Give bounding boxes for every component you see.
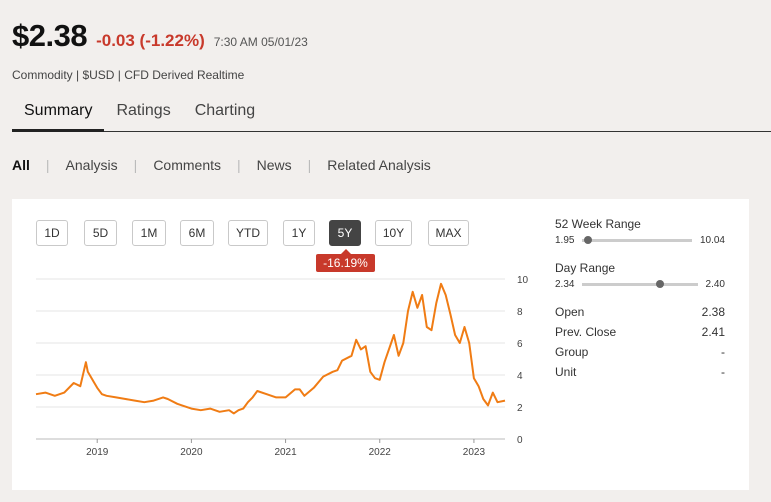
range-max-button[interactable]: MAX [428, 220, 469, 246]
week52-high: 10.04 [699, 234, 725, 246]
y-tick-label: 4 [517, 371, 523, 382]
stat-row-unit: Unit - [555, 362, 725, 382]
last-price: $2.38 [12, 18, 88, 53]
week52-marker [583, 235, 592, 244]
y-tick-label: 8 [517, 307, 523, 318]
sub-navigation: All | Analysis | Comments | News | Relat… [12, 157, 431, 173]
day-track [582, 279, 698, 288]
week52-range-bar: 1.95 10.04 [555, 234, 725, 246]
stat-value: - [721, 345, 725, 359]
day-range-bar: 2.34 2.40 [555, 278, 725, 290]
day-low: 2.34 [555, 278, 575, 290]
chart-card: 1D 5D 1M 6M YTD 1Y 5Y 10Y MAX -16.19% 0 2… [12, 199, 749, 490]
range-1d-button[interactable]: 1D [36, 220, 68, 246]
range-5y-button[interactable]: 5Y [329, 220, 361, 246]
stat-label: Prev. Close [555, 325, 617, 339]
day-range-title: Day Range [555, 261, 616, 275]
subnav-analysis[interactable]: Analysis [65, 157, 118, 173]
y-tick-label: 10 [517, 275, 529, 286]
subnav-divider: | [133, 157, 138, 173]
tab-charting[interactable]: Charting [194, 102, 256, 119]
subnav-news[interactable]: News [256, 157, 292, 173]
range-6m-button[interactable]: 6M [180, 220, 214, 246]
x-tick-label: 2021 [274, 447, 297, 458]
instrument-meta: Commodity | $USD | CFD Derived Realtime [12, 68, 245, 82]
week52-track [582, 235, 692, 244]
stat-row-open: Open 2.38 [555, 302, 725, 322]
week52-range-title: 52 Week Range [555, 217, 641, 231]
range-1m-button[interactable]: 1M [132, 220, 166, 246]
stats-panel: 52 Week Range 1.95 10.04 Day Range 2.34 … [555, 217, 725, 382]
range-5d-button[interactable]: 5D [84, 220, 117, 246]
subnav-related-analysis[interactable]: Related Analysis [327, 157, 431, 173]
range-10y-button[interactable]: 10Y [375, 220, 412, 246]
week52-low: 1.95 [555, 234, 575, 246]
price-chart: 0 2 4 6 8 10 2019 2020 2021 2022 2023 [35, 275, 529, 458]
day-high: 2.40 [705, 278, 725, 290]
range-ytd-button[interactable]: YTD [228, 220, 268, 246]
stat-value: 2.38 [701, 305, 725, 319]
y-tick-label: 2 [517, 403, 523, 414]
subnav-divider: | [307, 157, 312, 173]
main-tabs: Summary Ratings Charting [12, 98, 771, 132]
tab-summary[interactable]: Summary [12, 98, 105, 132]
price-series-line [35, 282, 506, 415]
stat-label: Open [555, 305, 585, 319]
subnav-divider: | [45, 157, 50, 173]
price-row: $2.38 -0.03 (-1.22%) 7:30 AM 05/01/23 [12, 18, 308, 54]
stat-value: - [721, 365, 725, 379]
y-tick-label: 0 [517, 435, 523, 446]
price-change: -0.03 (-1.22%) [96, 31, 205, 50]
stat-row-group: Group - [555, 342, 725, 362]
stat-row-prev-close: Prev. Close 2.41 [555, 322, 725, 342]
range-1y-button[interactable]: 1Y [283, 220, 315, 246]
performance-badge: -16.19% [316, 249, 375, 272]
stat-label: Unit [555, 365, 577, 379]
stat-label: Group [555, 345, 589, 359]
x-tick-label: 2020 [180, 447, 203, 458]
y-tick-label: 6 [517, 339, 523, 350]
subnav-comments[interactable]: Comments [153, 157, 221, 173]
x-tick-label: 2022 [369, 447, 392, 458]
stat-value: 2.41 [701, 325, 725, 339]
x-tick-label: 2019 [86, 447, 109, 458]
quote-time: 7:30 AM 05/01/23 [213, 35, 308, 49]
subnav-divider: | [237, 157, 241, 173]
day-marker [655, 279, 664, 288]
subnav-all[interactable]: All [12, 157, 30, 173]
x-tick-label: 2023 [463, 447, 486, 458]
tab-ratings[interactable]: Ratings [116, 102, 171, 119]
